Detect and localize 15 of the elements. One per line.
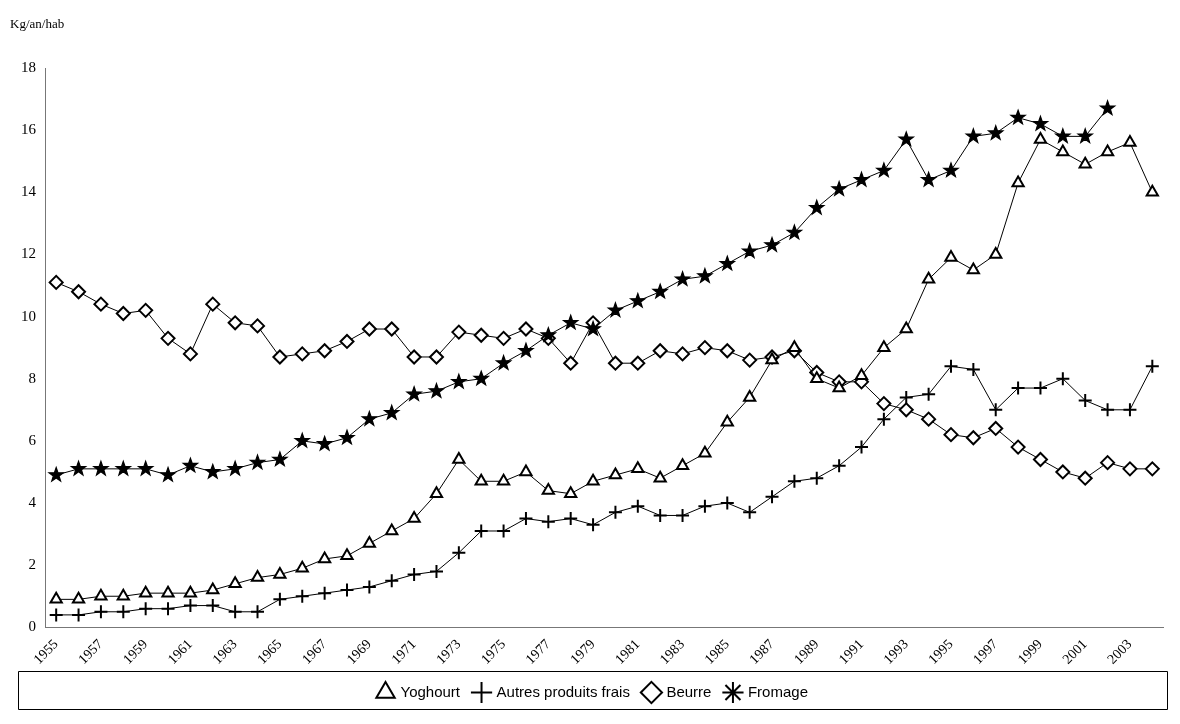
- y-axis-title: Kg/an/hab: [10, 15, 65, 31]
- legend-label: Beurre: [666, 682, 712, 700]
- y-tick-label: 10: [21, 307, 36, 324]
- y-tick-label: 18: [21, 58, 36, 75]
- y-tick-label: 4: [28, 493, 37, 510]
- y-tick-label: 6: [28, 431, 37, 448]
- y-tick-label: 2: [28, 556, 36, 573]
- y-tick-label: 8: [28, 369, 36, 386]
- y-tick-label: 16: [21, 121, 37, 138]
- y-tick-label: 0: [28, 618, 36, 635]
- legend-label: Autres produits frais: [496, 682, 630, 700]
- y-tick-label: 14: [21, 183, 37, 200]
- legend-label: Yoghourt: [400, 682, 461, 700]
- legend-label: Fromage: [747, 682, 808, 700]
- y-tick-label: 12: [21, 245, 36, 262]
